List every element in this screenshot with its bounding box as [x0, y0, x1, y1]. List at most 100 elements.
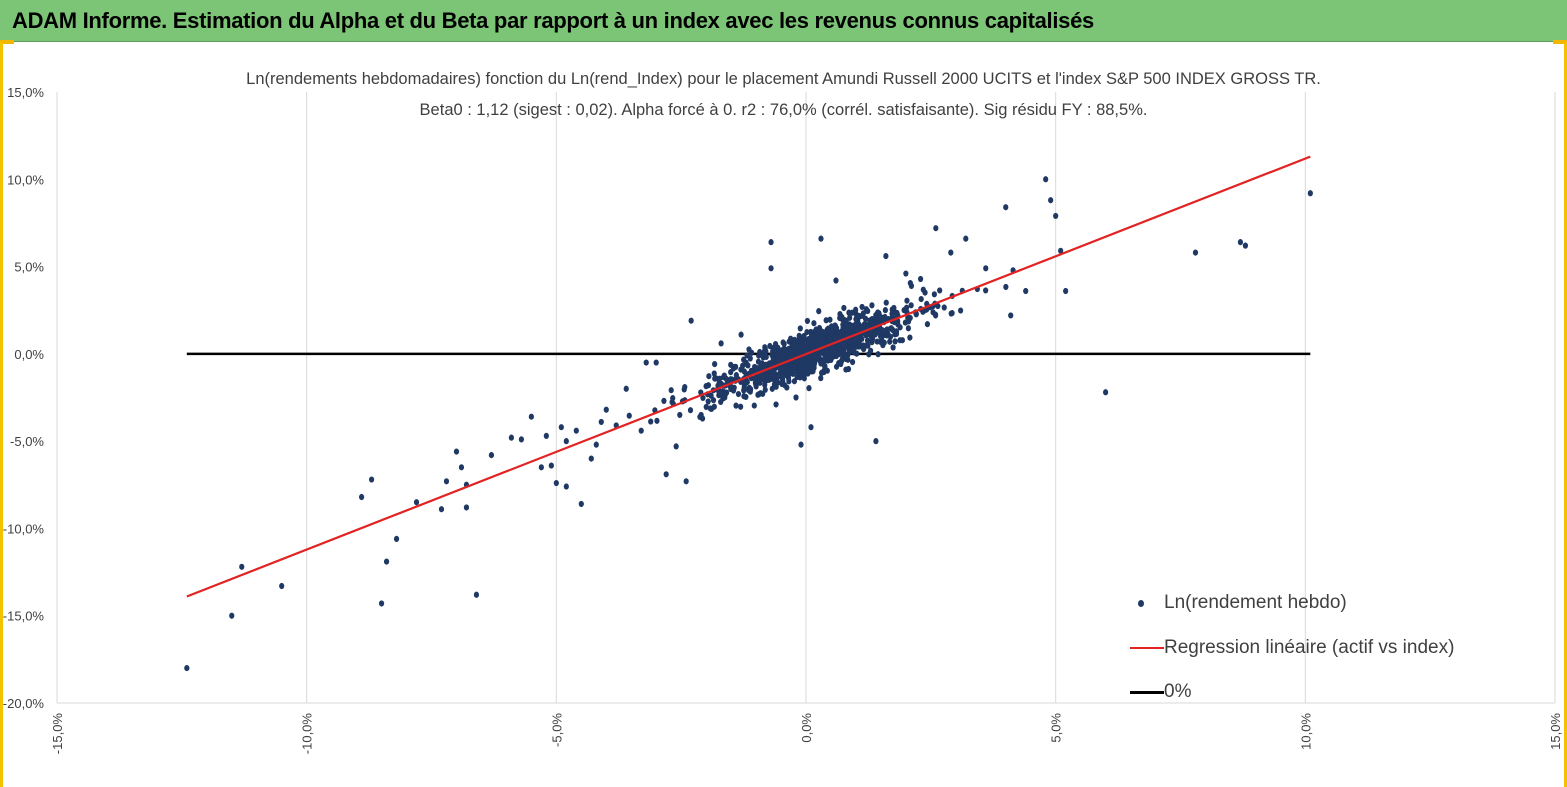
- data-point: [948, 249, 954, 256]
- data-point: [798, 441, 804, 448]
- data-point: [841, 343, 847, 350]
- legend-entry-regression: Regression linéaire (actif vs index): [1130, 635, 1454, 661]
- data-point: [924, 321, 931, 328]
- data-point: [683, 478, 689, 485]
- data-point: [740, 362, 746, 369]
- data-point: [653, 359, 659, 366]
- data-point: [897, 337, 903, 344]
- data-point: [917, 275, 924, 283]
- data-point: [780, 365, 786, 372]
- data-point: [868, 347, 874, 354]
- data-point: [463, 504, 470, 511]
- data-point: [879, 336, 885, 343]
- data-point: [883, 299, 889, 306]
- data-point: [779, 380, 785, 388]
- data-point: [573, 427, 579, 434]
- data-point: [670, 395, 676, 402]
- data-point: [824, 348, 830, 355]
- data-point: [862, 315, 869, 322]
- legend-entry-points: Ln(rendement hebdo): [1130, 590, 1347, 616]
- data-point: [819, 369, 825, 376]
- data-point: [668, 387, 674, 394]
- data-point: [826, 335, 832, 342]
- data-point: [840, 325, 846, 332]
- data-point: [768, 239, 774, 246]
- data-point: [930, 309, 936, 316]
- data-point: [850, 342, 856, 350]
- data-point: [863, 342, 870, 349]
- data-point: [378, 600, 385, 607]
- data-point: [654, 417, 660, 424]
- data-point: [755, 358, 762, 365]
- data-point: [703, 383, 709, 390]
- data-point: [757, 390, 764, 397]
- data-point: [816, 308, 822, 315]
- data-point: [717, 391, 723, 398]
- data-point: [828, 348, 835, 355]
- data-point: [904, 297, 910, 304]
- data-point: [803, 370, 809, 377]
- data-point: [869, 335, 876, 343]
- x-tick-labels: -15,0% -10,0% -5,0% 0,0% 5,0% 10,0% 15,0%: [50, 713, 1563, 755]
- y-tick-label: 15,0%: [7, 85, 44, 100]
- data-point: [1023, 287, 1029, 295]
- data-point: [931, 291, 937, 298]
- data-point: [920, 286, 926, 293]
- data-point: [383, 558, 390, 565]
- data-point: [824, 367, 830, 374]
- data-point: [880, 330, 886, 337]
- data-point: [905, 318, 912, 325]
- data-point: [808, 368, 814, 375]
- data-point: [818, 235, 824, 242]
- x-tick-label: -15,0%: [50, 713, 65, 755]
- data-point: [682, 383, 688, 391]
- data-point: [643, 359, 649, 366]
- data-point: [756, 376, 762, 384]
- data-point: [413, 499, 420, 506]
- data-point: [905, 325, 911, 332]
- data-point: [787, 366, 793, 374]
- data-point: [771, 367, 777, 375]
- data-point: [802, 346, 809, 353]
- data-point: [775, 373, 782, 380]
- data-point: [859, 303, 865, 311]
- y-tick-label: -15,0%: [3, 609, 45, 624]
- data-point: [841, 304, 847, 312]
- data-point: [751, 402, 757, 409]
- data-point: [598, 418, 604, 426]
- data-point: [855, 334, 861, 342]
- data-point: [626, 412, 632, 419]
- data-point: [538, 464, 544, 471]
- data-point: [553, 479, 559, 487]
- data-point: [1058, 247, 1064, 254]
- data-point: [443, 478, 450, 485]
- data-point: [528, 413, 534, 420]
- data-point: [762, 386, 768, 393]
- data-point: [718, 340, 724, 347]
- data-point: [661, 397, 667, 405]
- x-tick-label: -10,0%: [300, 713, 315, 755]
- scatter-chart: 15,0% 10,0% 5,0% 0,0% -5,0% -10,0% -15,0% -20,0…: [3, 85, 1563, 755]
- data-point: [825, 325, 831, 332]
- legend-label-points: Ln(rendement hebdo): [1164, 592, 1347, 613]
- y-tick-labels: 15,0% 10,0% 5,0% 0,0% -5,0% -10,0% -15,0% -20,0…: [3, 85, 45, 711]
- data-point: [707, 405, 714, 412]
- data-point: [908, 302, 914, 309]
- data-point: [888, 325, 894, 332]
- data-point: [814, 330, 820, 337]
- data-point: [797, 325, 803, 332]
- legend-label-zero: 0%: [1164, 681, 1192, 702]
- data-point: [663, 471, 669, 478]
- y-tick-label: 10,0%: [7, 172, 44, 187]
- data-point: [801, 357, 807, 365]
- data-point: [747, 388, 753, 395]
- data-point: [806, 385, 812, 392]
- data-point: [733, 363, 739, 370]
- data-point: [638, 427, 644, 434]
- data-point: [738, 331, 744, 338]
- data-point: [712, 360, 718, 368]
- data-point: [887, 333, 894, 340]
- data-point: [508, 434, 514, 441]
- data-point: [648, 418, 654, 425]
- data-point: [983, 265, 989, 272]
